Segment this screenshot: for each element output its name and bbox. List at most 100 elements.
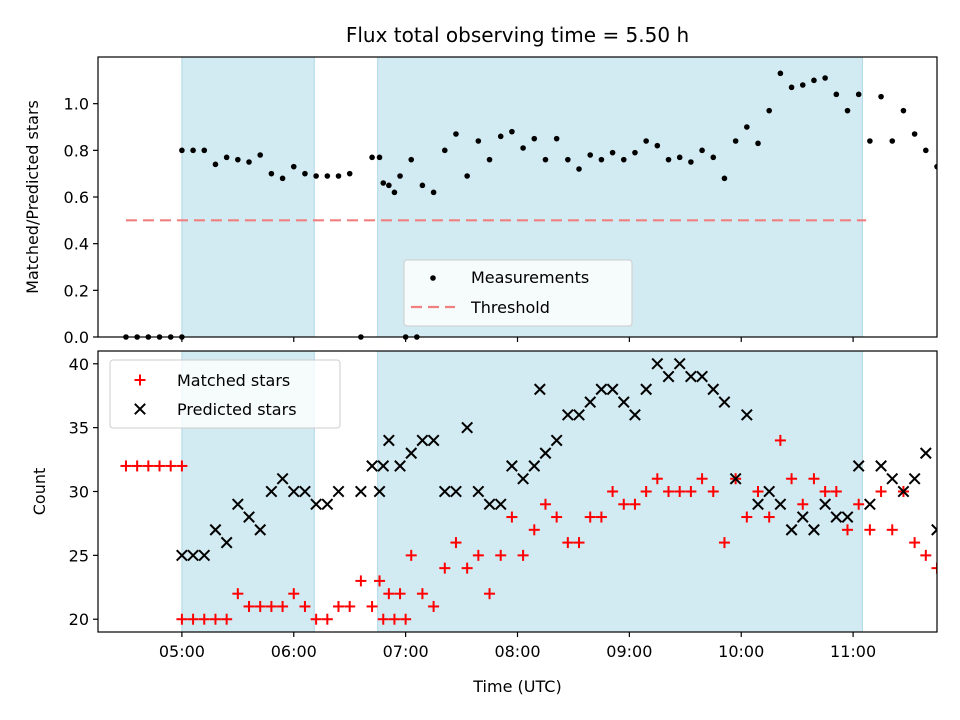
predicted-star-point	[718, 396, 731, 408]
top-y-tick-label: 0.4	[64, 235, 89, 254]
matched-star-point	[573, 537, 585, 549]
matched-star-point	[853, 498, 865, 510]
matched-star-point	[685, 486, 697, 497]
top-panel: 0.0 0.2 0.4 0.6 0.8 1.0 Flux total observing …	[23, 23, 938, 347]
chart-title: Flux total observing time = 5.50 h	[346, 23, 689, 47]
x-tick-label: 07:00	[383, 642, 429, 661]
predicted-star-point	[416, 434, 429, 447]
matched-star-point	[909, 537, 921, 549]
matched-stars-points	[120, 434, 937, 625]
legend-predicted-label: Predicted stars	[177, 400, 297, 419]
predicted-star-point	[220, 536, 233, 549]
predicted-star-point	[863, 498, 876, 511]
predicted-star-point	[382, 434, 395, 447]
bottom-y-tick-label: 35	[69, 419, 89, 438]
bottom-y-tick-label: 30	[69, 483, 89, 502]
matched-star-point	[333, 600, 345, 612]
matched-star-point	[131, 460, 143, 472]
measurement-point	[313, 173, 319, 179]
matched-star-point	[321, 613, 333, 625]
measurement-point	[923, 147, 929, 154]
measurement-point	[235, 156, 241, 163]
bottom-y-tick-label: 40	[69, 355, 89, 374]
measurement-point	[766, 107, 772, 114]
matched-star-point	[842, 524, 854, 536]
measurement-point	[290, 163, 297, 170]
matched-star-point	[377, 613, 389, 625]
matched-star-point	[450, 537, 462, 549]
predicted-star-point	[684, 370, 697, 383]
measurement-point	[246, 159, 252, 165]
measurement-point	[531, 135, 538, 142]
matched-star-point	[461, 562, 473, 574]
predicted-star-point	[461, 421, 474, 434]
predicted-star-point	[841, 511, 854, 523]
bottom-y-tick-label: 20	[69, 610, 89, 629]
measurement-point	[464, 173, 470, 179]
predicted-star-point	[852, 460, 865, 472]
predicted-star-point	[438, 485, 451, 498]
measurement-point	[699, 147, 705, 154]
predicted-stars-points	[175, 357, 937, 562]
predicted-star-point	[729, 472, 742, 485]
measurement-point	[620, 156, 627, 163]
matched-star-point	[400, 613, 412, 625]
measurement-point	[811, 77, 817, 84]
matched-star-point	[366, 600, 378, 612]
predicted-star-point	[796, 511, 809, 523]
predicted-star-point	[662, 370, 675, 383]
matched-star-point	[299, 600, 311, 612]
matched-star-point	[405, 549, 417, 561]
bottom-y-ticks: 20 25 30 35 40	[69, 355, 98, 629]
measurement-point	[822, 75, 828, 81]
predicted-star-point	[366, 460, 378, 472]
predicted-star-point	[483, 498, 496, 511]
predicted-star-point	[696, 370, 708, 383]
predicted-star-point	[707, 383, 720, 396]
measurement-point	[844, 107, 851, 114]
matched-star-point	[154, 460, 166, 472]
predicted-star-point	[740, 408, 753, 421]
bottom-x-ticks: 05:00 06:00 07:00 08:00 09:00 10:00 11:00	[159, 632, 876, 661]
measurement-point	[268, 170, 275, 177]
predicted-star-point	[231, 498, 244, 511]
matched-star-point	[696, 473, 708, 485]
predicted-star-point	[377, 460, 390, 472]
measurement-point	[755, 140, 761, 147]
predicted-star-point	[209, 523, 222, 536]
matched-star-point	[383, 588, 395, 600]
measurement-point	[665, 156, 672, 163]
matched-star-point	[920, 549, 932, 561]
matched-star-point	[595, 511, 607, 523]
measurement-point	[643, 138, 649, 144]
predicted-star-point	[617, 396, 630, 408]
matched-star-point	[288, 588, 300, 600]
measurement-point	[430, 189, 437, 196]
measurement-point	[408, 156, 415, 163]
predicted-star-point	[629, 408, 641, 421]
predicted-star-point	[819, 498, 832, 511]
matched-star-point	[198, 613, 210, 625]
matched-star-point	[618, 498, 630, 510]
matched-star-point	[394, 588, 406, 600]
measurement-point	[302, 170, 308, 177]
measurement-point	[777, 70, 784, 77]
predicted-star-point	[808, 523, 820, 536]
matched-star-point	[120, 460, 132, 472]
measurement-point	[223, 154, 230, 161]
measurement-point	[486, 156, 493, 163]
predicted-star-point	[830, 511, 843, 523]
matched-star-point	[674, 486, 686, 497]
predicted-star-point	[472, 485, 485, 498]
matched-star-point	[344, 600, 356, 612]
measurement-point	[867, 138, 873, 144]
predicted-star-point	[919, 447, 932, 460]
measurement-point	[688, 159, 694, 165]
predicted-star-point	[517, 472, 530, 485]
predicted-star-point	[175, 549, 188, 562]
matched-star-point	[142, 460, 154, 472]
top-shaded-interval-0	[181, 56, 315, 338]
matched-star-point	[864, 524, 876, 536]
measurement-point	[676, 154, 683, 161]
matched-star-point	[439, 562, 451, 574]
